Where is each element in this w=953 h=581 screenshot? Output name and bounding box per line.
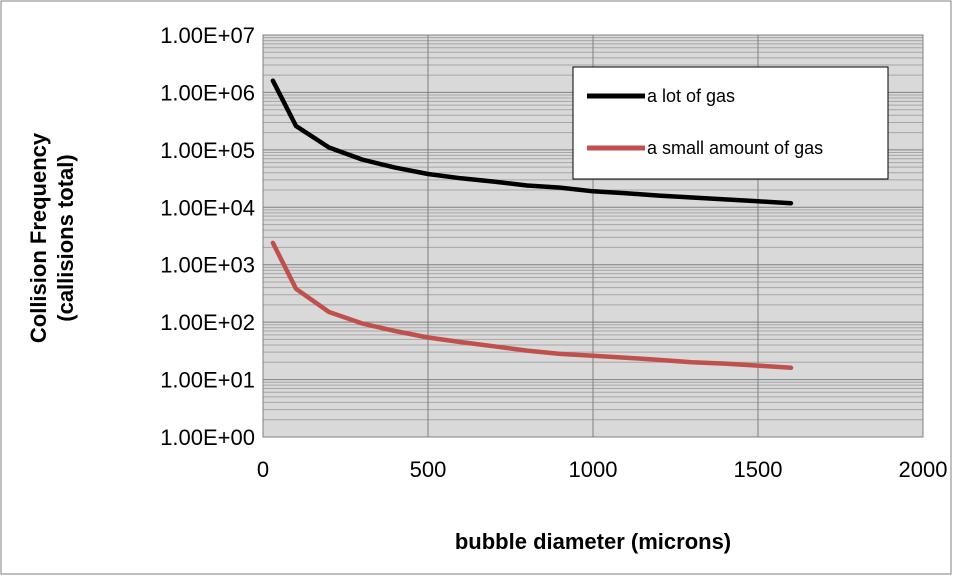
x-tick-label: 0 [257,457,269,482]
series-line-0 [270,78,794,206]
y-axis-title-line-2: (callisions total) [53,154,78,321]
y-tick-label: 1.00E+05 [160,138,255,163]
y-tick-label: 1.00E+02 [160,310,255,335]
y-tick-label: 1.00E+07 [160,23,255,48]
legend-label-a-lot-of-gas: a lot of gas [647,86,735,106]
legend-box [572,66,889,180]
x-axis-tick-labels: 0 500 1000 1500 2000 [257,457,948,482]
x-tick-label: 1500 [734,457,783,482]
legend: a lot of gas a small amount of gas [572,66,889,180]
y-tick-label: 1.00E+04 [160,195,255,220]
x-tick-label: 500 [410,457,447,482]
y-tick-label: 1.00E+03 [160,253,255,278]
legend-label-small-amount-of-gas: a small amount of gas [647,138,823,158]
y-axis-tick-labels: 1.00E+00 1.00E+01 1.00E+02 1.00E+03 1.00E+04… [160,23,255,450]
x-tick-label: 2000 [899,457,948,482]
y-tick-label: 1.00E+01 [160,368,255,393]
y-tick-label: 1.00E+06 [160,80,255,105]
x-axis-title: bubble diameter (microns) [455,529,731,554]
y-axis-title-line-1: Collision Frequency [26,132,51,343]
series-line-1 [270,240,794,371]
y-tick-label: 1.00E+00 [160,425,255,450]
series-lines [270,78,794,371]
x-tick-label: 1000 [569,457,618,482]
plot-area-border [262,34,924,438]
